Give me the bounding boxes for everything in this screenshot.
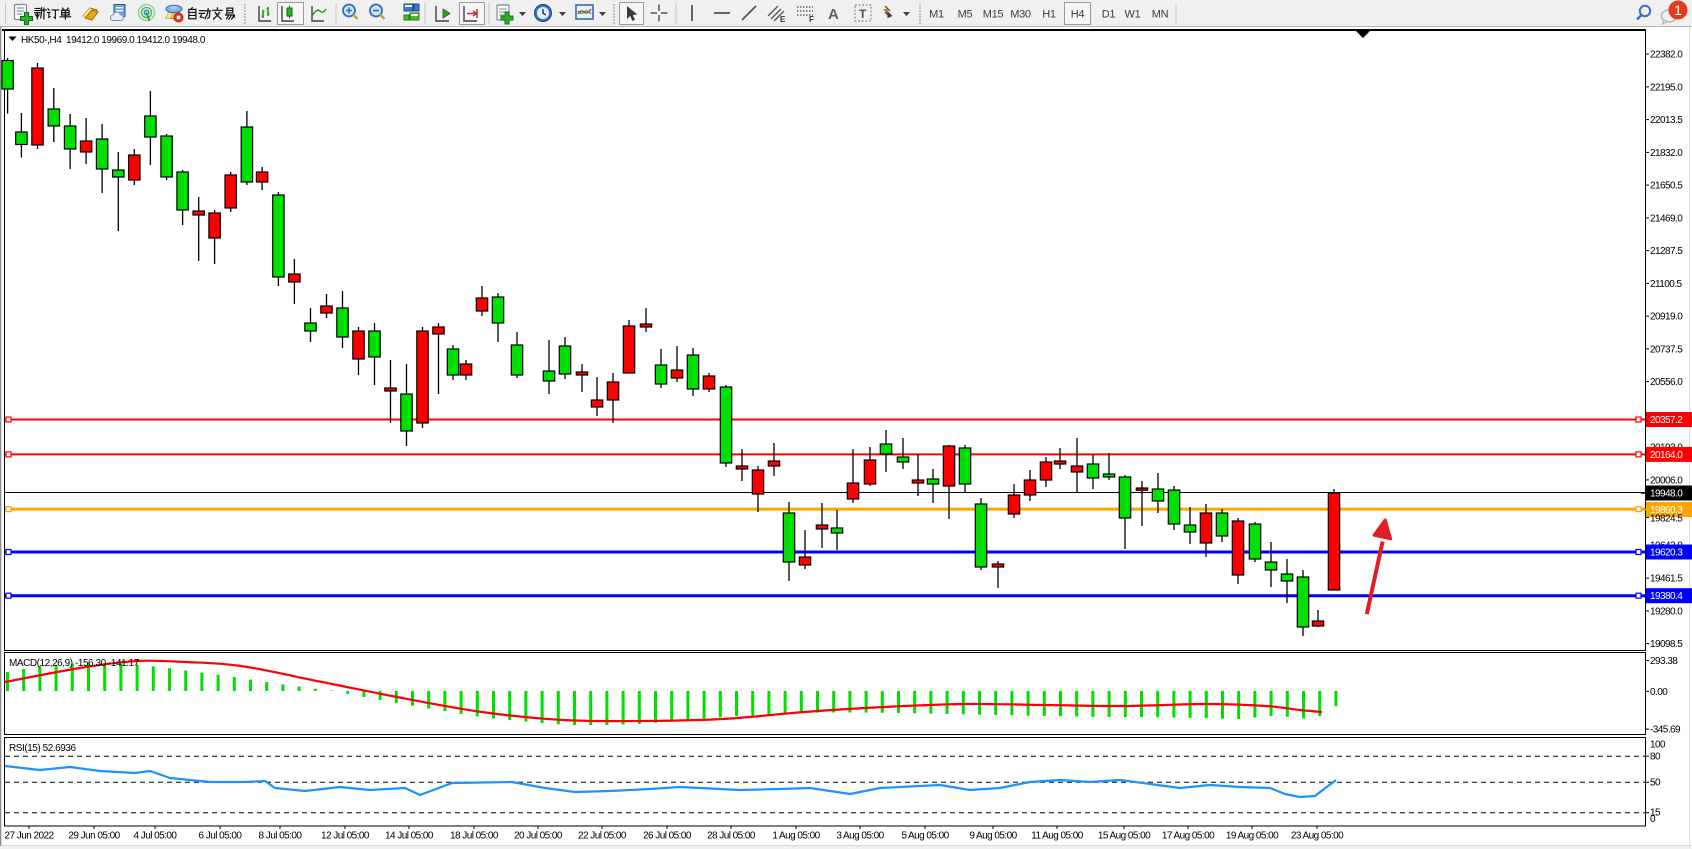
svg-text:8 Jul 05:00: 8 Jul 05:00 <box>259 831 303 842</box>
svg-text:21287.5: 21287.5 <box>1650 246 1683 257</box>
svg-text:D1: D1 <box>1102 9 1116 21</box>
svg-text:HK50-,H4 19412.0 19969.0 1941: HK50-,H4 19412.0 19969.0 19412.0 19948.0 <box>21 35 206 46</box>
svg-text:1: 1 <box>1674 2 1682 18</box>
svg-text:28 Jul 05:00: 28 Jul 05:00 <box>707 831 756 842</box>
svg-text:19948.0: 19948.0 <box>1650 489 1683 500</box>
svg-text:12 Jul 05:00: 12 Jul 05:00 <box>321 831 370 842</box>
svg-text:A: A <box>828 6 839 23</box>
svg-text:20556.0: 20556.0 <box>1650 377 1683 388</box>
svg-text:4 Jul 05:00: 4 Jul 05:00 <box>134 831 178 842</box>
svg-text:20164.0: 20164.0 <box>1650 450 1683 461</box>
svg-text:1 Aug 05:00: 1 Aug 05:00 <box>772 831 820 842</box>
svg-text:9 Aug 05:00: 9 Aug 05:00 <box>969 831 1017 842</box>
svg-text:W1: W1 <box>1125 9 1141 21</box>
svg-text:0: 0 <box>1650 814 1656 825</box>
svg-text:22 Jul 05:00: 22 Jul 05:00 <box>578 831 627 842</box>
svg-text:M5: M5 <box>958 9 973 21</box>
svg-text:19461.5: 19461.5 <box>1650 574 1683 585</box>
svg-text:23 Aug 05:00: 23 Aug 05:00 <box>1291 831 1344 842</box>
svg-text:RSI(15) 52.6936: RSI(15) 52.6936 <box>9 743 77 754</box>
svg-text:26 Jul 05:00: 26 Jul 05:00 <box>643 831 692 842</box>
svg-text:14 Jul 05:00: 14 Jul 05:00 <box>385 831 434 842</box>
svg-text:20737.5: 20737.5 <box>1650 344 1683 355</box>
svg-text:MN: MN <box>1152 9 1169 21</box>
svg-text:5 Aug 05:00: 5 Aug 05:00 <box>901 831 949 842</box>
svg-text:50: 50 <box>1650 778 1661 789</box>
svg-text:20006.0: 20006.0 <box>1650 475 1683 486</box>
svg-text:3 Aug 05:00: 3 Aug 05:00 <box>836 831 884 842</box>
svg-text:H4: H4 <box>1071 9 1085 21</box>
svg-text:T: T <box>859 7 867 21</box>
svg-text:80: 80 <box>1650 752 1661 763</box>
svg-text:19 Aug 05:00: 19 Aug 05:00 <box>1226 831 1279 842</box>
svg-text:MACD(12,26,9) -156.30 -141.17: MACD(12,26,9) -156.30 -141.17 <box>9 658 140 669</box>
svg-text:19824.5: 19824.5 <box>1650 514 1683 525</box>
svg-text:E: E <box>780 15 786 24</box>
svg-text:20919.0: 20919.0 <box>1650 312 1683 323</box>
svg-text:100: 100 <box>1650 740 1666 751</box>
svg-text:22195.0: 22195.0 <box>1650 82 1683 93</box>
svg-text:19620.3: 19620.3 <box>1650 548 1683 559</box>
svg-text:17 Aug 05:00: 17 Aug 05:00 <box>1162 831 1215 842</box>
svg-text:6 Jul 05:00: 6 Jul 05:00 <box>199 831 243 842</box>
svg-text:19380.4: 19380.4 <box>1650 591 1683 602</box>
svg-text:19860.3: 19860.3 <box>1650 505 1683 516</box>
svg-text:0.00: 0.00 <box>1650 687 1668 698</box>
svg-text:21832.0: 21832.0 <box>1650 148 1683 159</box>
svg-text:15 Aug 05:00: 15 Aug 05:00 <box>1098 831 1151 842</box>
svg-text:27 Jun 2022: 27 Jun 2022 <box>5 831 55 842</box>
svg-text:21469.0: 21469.0 <box>1650 213 1683 224</box>
svg-text:21650.5: 21650.5 <box>1650 181 1683 192</box>
svg-text:293.38: 293.38 <box>1650 656 1678 667</box>
svg-text:29 Jun 05:00: 29 Jun 05:00 <box>68 831 120 842</box>
svg-text:20 Jul 05:00: 20 Jul 05:00 <box>514 831 563 842</box>
svg-text:F: F <box>809 15 814 24</box>
svg-text:20357.2: 20357.2 <box>1650 415 1683 426</box>
svg-text:M1: M1 <box>929 9 944 21</box>
svg-text:19098.5: 19098.5 <box>1650 639 1683 650</box>
svg-text:22382.0: 22382.0 <box>1650 50 1683 61</box>
svg-text:11 Aug 05:00: 11 Aug 05:00 <box>1031 831 1084 842</box>
svg-text:H1: H1 <box>1042 9 1056 21</box>
svg-text:18 Jul 05:00: 18 Jul 05:00 <box>450 831 499 842</box>
svg-text:19280.0: 19280.0 <box>1650 606 1683 617</box>
svg-text:15: 15 <box>1650 808 1661 819</box>
svg-text:22013.5: 22013.5 <box>1650 115 1683 126</box>
svg-text:M15: M15 <box>983 9 1004 21</box>
svg-text:21100.5: 21100.5 <box>1650 279 1683 290</box>
svg-text:M30: M30 <box>1010 9 1031 21</box>
svg-text:-345.69: -345.69 <box>1650 725 1681 736</box>
